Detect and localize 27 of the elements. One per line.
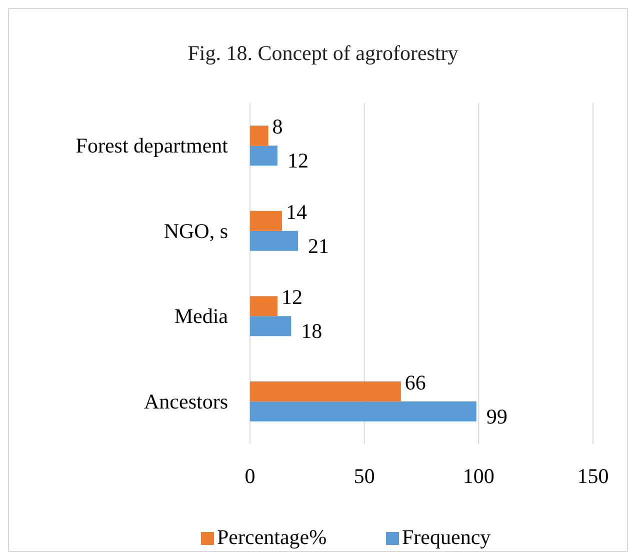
data-label: 14 — [286, 200, 308, 224]
chart-title: Fig. 18. Concept of agroforestry — [188, 41, 459, 65]
data-label: 12 — [281, 285, 302, 310]
x-tick-label: 50 — [354, 464, 375, 488]
y-tick-label: Forest department — [76, 134, 228, 158]
x-tick-label: 0 — [244, 464, 256, 488]
data-label: 18 — [301, 319, 322, 344]
data-label: 21 — [308, 234, 330, 258]
data-label: 12 — [287, 148, 308, 173]
legend-label: Frequency — [402, 525, 492, 549]
legend-label: Percentage% — [217, 525, 327, 549]
bar — [250, 381, 401, 402]
bar — [250, 316, 292, 336]
bar — [250, 146, 278, 166]
bar — [250, 296, 278, 316]
bar — [250, 230, 298, 251]
y-tick-label: NGO, s — [164, 218, 228, 243]
data-label: 66 — [404, 370, 426, 394]
data-label: 8 — [272, 114, 283, 139]
bar — [250, 126, 268, 146]
bar — [250, 210, 282, 231]
x-tick-label: 100 — [462, 464, 494, 488]
bar — [250, 401, 476, 422]
data-label: 99 — [486, 404, 508, 428]
y-tick-label: Ancestors — [144, 389, 228, 414]
y-tick-label: Media — [174, 304, 229, 328]
x-tick-label: 150 — [577, 464, 609, 488]
